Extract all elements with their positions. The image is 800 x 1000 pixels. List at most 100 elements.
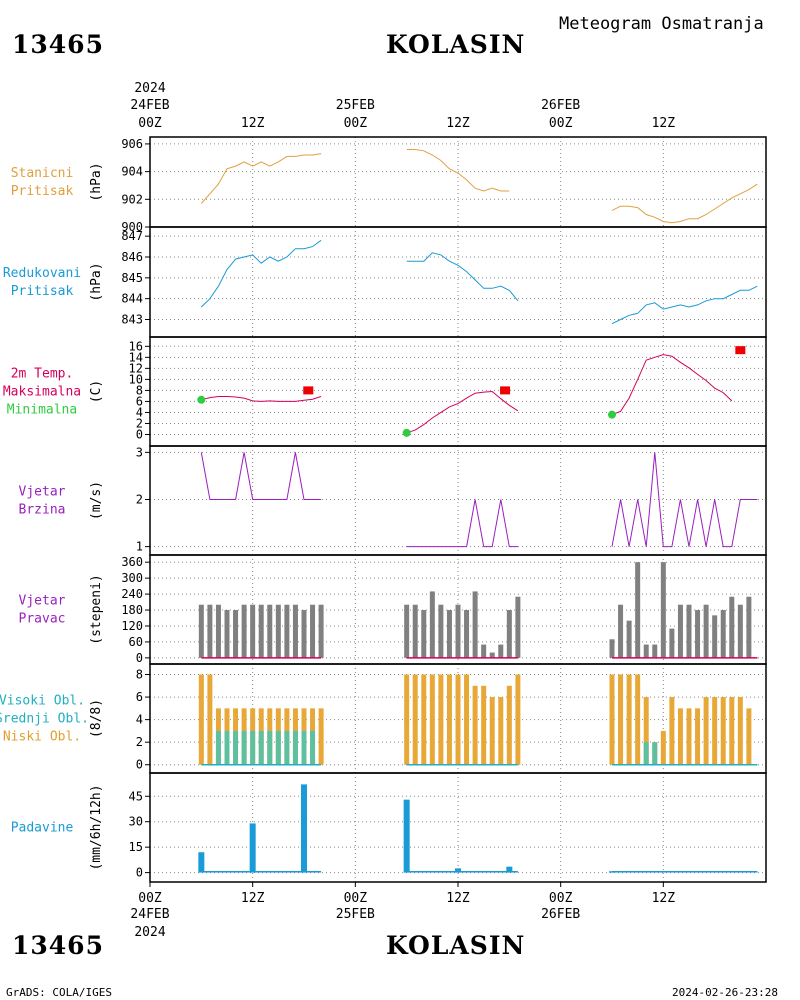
precipitation-bar xyxy=(455,868,461,873)
clouds-bar xyxy=(660,730,666,765)
bottom-time-tick-label: 00Z xyxy=(138,891,162,906)
wind_direction-bar xyxy=(250,604,256,658)
temperature-max-marker xyxy=(500,386,511,395)
clouds-bar xyxy=(703,697,709,765)
clouds-bar xyxy=(275,730,281,765)
temperature-panel-label: Minimalna xyxy=(7,403,77,418)
temperature-panel-label: Maksimalna xyxy=(3,385,81,400)
wind_direction-bar xyxy=(241,604,247,658)
reduced_pressure-series-line xyxy=(200,239,322,308)
clouds-bar xyxy=(412,674,418,765)
y-tick-label: 847 xyxy=(121,229,143,243)
y-tick-label: 15 xyxy=(129,840,143,854)
wind_speed-series-line xyxy=(611,452,758,548)
top-time-tick-label: 12Z xyxy=(446,116,470,131)
wind_speed-panel-label: Vjetar xyxy=(19,485,66,500)
wind_direction-bar xyxy=(301,610,307,658)
wind_direction-bar xyxy=(677,604,683,658)
temperature-min-marker xyxy=(608,410,616,419)
wind_direction-bar xyxy=(669,628,675,658)
wind_direction-bar xyxy=(652,644,658,658)
clouds-bar xyxy=(318,708,324,765)
y-tick-label: 3 xyxy=(136,445,143,459)
precipitation-bar xyxy=(249,823,256,873)
wind_direction-bar xyxy=(481,644,487,658)
clouds-y-axis-label: (8/8) xyxy=(89,699,104,738)
y-tick-label: 0 xyxy=(136,758,143,772)
top-time-tick-label: 00Z xyxy=(549,116,573,131)
clouds-bar xyxy=(446,674,452,765)
clouds-bar xyxy=(284,730,290,765)
wind_direction-bar xyxy=(233,610,239,658)
pressure-panel-label: Stanicni xyxy=(11,166,74,181)
top-date-label: 25FEB xyxy=(336,98,375,113)
bottom-date-label: 24FEB xyxy=(130,907,169,922)
bottom-time-tick-label: 12Z xyxy=(241,891,265,906)
bottom-date-label: 25FEB xyxy=(336,907,375,922)
temperature-y-axis-label: (C) xyxy=(89,380,104,403)
wind_direction-bar xyxy=(464,610,470,658)
reduced_pressure-y-axis-label: (hPa) xyxy=(89,262,104,301)
clouds-bar xyxy=(737,697,743,765)
wind_direction-bar xyxy=(446,610,452,658)
y-tick-label: 12 xyxy=(129,361,143,375)
clouds-bar xyxy=(729,697,735,765)
clouds-bar xyxy=(241,730,247,765)
clouds-bar xyxy=(224,730,230,765)
clouds-bar xyxy=(421,674,427,765)
y-tick-label: 30 xyxy=(129,815,143,829)
clouds-bar xyxy=(686,708,692,765)
clouds-bar xyxy=(626,674,632,765)
y-tick-label: 900 xyxy=(121,220,143,234)
y-tick-label: 1 xyxy=(136,540,143,554)
wind_direction-bar xyxy=(267,604,273,658)
wind_direction-bar xyxy=(258,604,264,658)
y-tick-label: 60 xyxy=(129,635,143,649)
clouds-panel-label: Visoki Obl. xyxy=(0,694,85,709)
clouds-bar xyxy=(618,674,624,765)
clouds-bar xyxy=(258,730,264,765)
precipitation-bar xyxy=(301,784,307,873)
top-date-label: 26FEB xyxy=(541,98,580,113)
reduced_pressure-series-line xyxy=(406,252,519,302)
wind_direction-bar xyxy=(635,562,641,658)
y-tick-label: 904 xyxy=(121,165,143,179)
temperature-series-line xyxy=(611,354,733,416)
y-tick-label: 843 xyxy=(121,313,143,327)
wind_direction-bar xyxy=(215,604,221,658)
bottom-time-tick-label: 12Z xyxy=(652,891,676,906)
reduced_pressure-panel-label: Pritisak xyxy=(11,284,74,299)
y-tick-label: 906 xyxy=(121,137,143,151)
wind_speed-panel-label: Brzina xyxy=(19,503,66,518)
clouds-bar xyxy=(301,730,307,765)
wind_direction-panel-label: Vjetar xyxy=(19,594,66,609)
wind_direction-bar xyxy=(643,644,649,658)
clouds-bar xyxy=(489,697,495,765)
y-tick-label: 902 xyxy=(121,192,143,206)
clouds-bar xyxy=(498,697,504,765)
wind_direction-bar xyxy=(472,591,478,658)
clouds-bar xyxy=(267,730,273,765)
pressure-series-line xyxy=(200,153,322,204)
wind_direction-bar xyxy=(660,562,666,658)
temperature-panel-label: 2m Temp. xyxy=(11,367,74,382)
clouds-bar xyxy=(404,674,410,765)
wind_direction-bar xyxy=(746,596,752,658)
wind_direction-bar xyxy=(292,604,298,658)
top-time-tick-label: 00Z xyxy=(344,116,368,131)
wind_speed-series-line xyxy=(406,499,518,548)
y-tick-label: 14 xyxy=(129,350,143,364)
y-tick-label: 6 xyxy=(136,394,143,408)
wind_direction-bar xyxy=(695,610,701,658)
clouds-bar xyxy=(712,697,718,765)
y-tick-label: 8 xyxy=(136,383,143,397)
temperature-max-marker xyxy=(303,386,314,395)
wind_direction-bar xyxy=(310,604,316,658)
precipitation-bar xyxy=(403,799,410,873)
wind_speed-y-axis-label: (m/s) xyxy=(89,481,104,520)
clouds-panel-label: Srednji Obl. xyxy=(0,712,89,727)
clouds-bar xyxy=(207,674,213,765)
y-tick-label: 16 xyxy=(129,339,143,353)
station-name-bottom: KOLASIN xyxy=(386,931,526,960)
clouds-bar xyxy=(506,685,512,765)
